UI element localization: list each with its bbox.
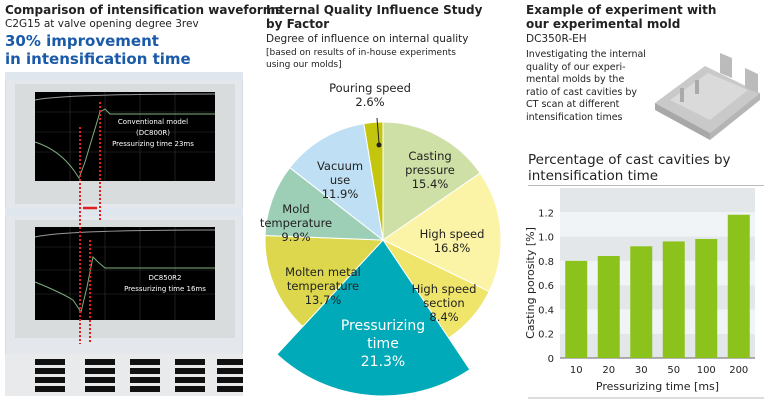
desc-line: ratio of cast cavities by [526, 86, 637, 98]
pie-slice-label: High speed [420, 227, 485, 241]
pie-slice [264, 235, 385, 328]
plot-band [560, 333, 755, 358]
pie-subtitle: Degree of influence on internal quality [266, 33, 469, 45]
pie-note-1: [based on results of in-house experiment… [266, 48, 456, 58]
x-axis-label: Pressurizing time [ms] [596, 380, 719, 393]
scope-top-label-1: Conventional model [118, 118, 188, 126]
pie-slice-label: Molten metal [285, 265, 361, 279]
pie-slice-value: 2.6% [355, 95, 384, 109]
scope-top-label-3: Pressurizing time 23ms [112, 140, 194, 148]
x-tick-label: 20 [602, 365, 615, 376]
left-subtitle: C2G15 at valve opening degree 3rev [5, 18, 199, 30]
pie-slice-label: Casting [408, 149, 451, 163]
bar-chart-title-1: Percentage of cast cavities by [528, 152, 731, 168]
pie-slice-value: 16.8% [434, 241, 471, 255]
pie-slice-label: High speed [412, 282, 477, 296]
bar-chart-title-2: intensification time [528, 168, 659, 184]
scope-top-label-2: (DC800R) [136, 129, 170, 137]
pie-slice [363, 121, 384, 241]
y-axis-label: Casting porosity [%] [524, 227, 537, 339]
pie-slice-label: Pouring speed [329, 81, 411, 95]
plot-band [560, 309, 755, 334]
pie-slice-label: Mold [282, 202, 309, 216]
pie-slice [276, 239, 471, 397]
plot-band [560, 285, 755, 310]
y-tick-label: 0 [548, 354, 554, 365]
right-title-1: Example of experiment with [526, 3, 717, 17]
pouring-speed-leader-dot [376, 142, 382, 148]
pie-slice-value: 9.9% [281, 230, 310, 244]
bar [727, 214, 750, 358]
bar [662, 241, 685, 358]
scope-bottom [35, 227, 215, 320]
pie-slice-label: temperature [287, 279, 359, 293]
desc-line: CT scan at different [526, 99, 620, 110]
desc-line: quality of our experi- [526, 61, 626, 73]
pie-slice-label: section [423, 296, 464, 310]
pie-slice-value: 15.4% [412, 177, 449, 191]
x-tick-label: 10 [570, 365, 583, 376]
x-tick-label: 200 [729, 365, 748, 376]
pie-slice [382, 172, 502, 293]
y-tick-label: 0.4 [538, 305, 554, 316]
marker-lines [79, 102, 101, 344]
plot-band [560, 236, 755, 261]
plot-band [560, 212, 755, 237]
plot-band [560, 188, 755, 213]
waveform-screenshot: Conventional model (DC800R) Pressurizing… [5, 72, 243, 396]
pie-slice-label: use [330, 173, 350, 187]
pie-slice [264, 166, 385, 241]
x-tick-label: 50 [667, 365, 680, 376]
mold-model: DC350R-EH [526, 33, 587, 45]
pie-slice [289, 122, 384, 242]
pie-slice-label: time [367, 336, 399, 352]
scope-bottom-label-2: Pressurizing time 16ms [124, 285, 206, 293]
y-tick-label: 0.6 [538, 281, 554, 292]
y-tick-label: 1.2 [538, 208, 554, 219]
y-tick-label: 1.0 [538, 233, 554, 244]
experiment-description: Investigating the internal quality of ou… [526, 49, 646, 124]
pie-slice-value: 21.3% [361, 354, 405, 370]
headline-2: in intensification time [5, 50, 191, 68]
pie-slice-value: 8.4% [429, 310, 458, 324]
mold-image [655, 53, 760, 140]
pie-slice [382, 121, 481, 241]
y-tick-label: 0.2 [538, 330, 554, 341]
x-tick-label: 30 [635, 365, 648, 376]
desc-line: mental molds by the [526, 74, 625, 85]
pie-slice-value: 11.9% [322, 187, 359, 201]
pie-title-2: by Factor [266, 17, 330, 31]
headline-1: 30% improvement [5, 32, 159, 50]
pie-note-2: using our molds] [266, 60, 342, 70]
pouring-speed-leader [376, 117, 380, 144]
pie-slice-label: pressure [405, 163, 455, 177]
scope-bottom-label-1: DC850R2 [149, 274, 182, 282]
pie-slice-label: Vacuum [317, 159, 363, 173]
pie-slice-label: Pressurizing [341, 318, 425, 334]
y-tick-label: 0.8 [538, 257, 554, 268]
bar [695, 239, 718, 358]
desc-line: intensification times [526, 111, 623, 123]
divider [528, 185, 764, 186]
bar-chart: 0 0.2 0.4 0.6 0.8 1.0 1.2 10 20 30 50 100 200 Pressur… [524, 188, 764, 399]
x-tick-label: 100 [697, 365, 716, 376]
scope-top [35, 92, 215, 181]
pie-title-1: Internal Quality Influence Study [266, 3, 483, 17]
pie-slice-value: 13.7% [305, 293, 342, 307]
bar [597, 256, 620, 358]
left-title: Comparison of intensification waveforms [5, 3, 283, 17]
bar [565, 260, 588, 358]
plot-band [560, 260, 755, 286]
bar [630, 246, 653, 358]
desc-line: Investigating the internal [526, 49, 646, 60]
pie-slice-label: temperature [260, 216, 332, 230]
right-title-2: our experimental mold [526, 17, 681, 31]
